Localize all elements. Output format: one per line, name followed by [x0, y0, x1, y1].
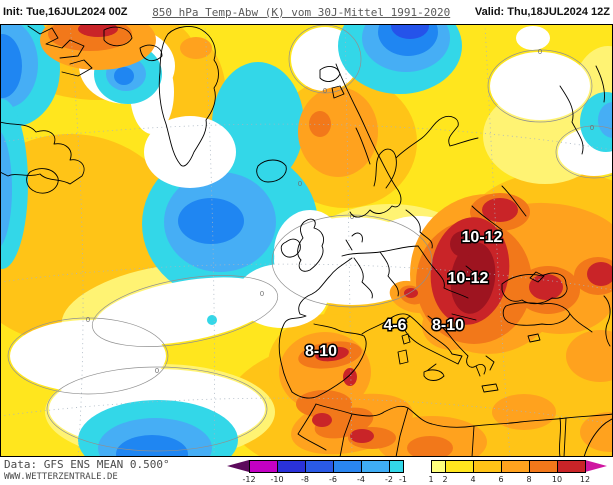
valid-label: Valid:	[474, 6, 505, 18]
anomaly-label: 8-10	[305, 343, 337, 360]
zero-contour-labels: 0 0 0 0 0 0 0 0	[86, 48, 594, 375]
colorbar-tick-label: -1	[399, 475, 407, 484]
colorbar-tick-line	[430, 460, 432, 473]
init-value: Tue,16JUL2024 00Z	[26, 6, 128, 18]
colorbar-tick-line	[500, 460, 502, 473]
data-source-text: Data: GFS ENS MEAN 0.500°	[4, 458, 170, 471]
colorbar-tick-label: 6	[498, 475, 504, 484]
title-bar: Init: Tue,16JUL2024 00Z 850 hPa Temp-Abw…	[0, 0, 613, 24]
colorbar-tick-line	[556, 460, 558, 473]
colorbar-tick-label: -2	[385, 475, 393, 484]
svg-text:0: 0	[590, 124, 594, 132]
svg-text:0: 0	[86, 316, 90, 324]
website-text: WWW.WETTERZENTRALE.DE	[4, 472, 118, 482]
footer-bar: Data: GFS ENS MEAN 0.500° WWW.WETTERZENT…	[0, 457, 613, 485]
colorbar-tick-line	[276, 460, 278, 473]
anomaly-regions-dark-red	[450, 231, 496, 314]
colorbar-segment	[529, 460, 557, 473]
colorbar-tick-line	[528, 460, 530, 473]
valid-time: Valid: Thu,18JUL2024 12Z	[475, 6, 610, 18]
colorbar-segment	[389, 460, 403, 473]
colorbar-segment	[249, 460, 277, 473]
colorbar-tick-label: -6	[329, 475, 337, 484]
valid-value: Thu,18JUL2024 12Z	[507, 6, 610, 18]
init-time: Init: Tue,16JUL2024 00Z	[3, 6, 128, 18]
colorbar-tick-line	[388, 460, 390, 473]
svg-text:0: 0	[538, 48, 542, 56]
colorbar-segment	[403, 460, 431, 473]
colorbar-tick-line	[304, 460, 306, 473]
colorbar-tick-label: -12	[242, 475, 256, 484]
colorbar-tick-line	[444, 460, 446, 473]
colorbar-segment	[277, 460, 305, 473]
colorbar-tick-label: -10	[270, 475, 284, 484]
colorbar-tick-label: 4	[470, 475, 476, 484]
colorbar-segment	[431, 460, 445, 473]
anomaly-label: 10-12	[448, 270, 489, 287]
weather-map: 0 0 0 0 0 0 0 0	[0, 24, 613, 457]
temp-anomaly-map-svg: 0 0 0 0 0 0 0 0	[0, 24, 613, 457]
svg-text:0: 0	[323, 87, 327, 95]
colorbar-tick-line	[248, 460, 250, 473]
svg-text:0: 0	[298, 180, 302, 188]
colorbar-segment	[501, 460, 529, 473]
colorbar-right-arrow-icon	[585, 460, 607, 472]
svg-text:0: 0	[260, 290, 264, 298]
colorbar-tick-label: 12	[579, 475, 591, 484]
colorbar-tick-label: -8	[301, 475, 309, 484]
colorbar-left-arrow-icon	[227, 460, 249, 472]
colorbar-tick-label: 8	[526, 475, 532, 484]
chart-title: 850 hPa Temp-Abw (K) vom 30J-Mittel 1991…	[152, 5, 451, 19]
anomaly-labels: 10-12 10-12 4-6 8-10 8-10	[303, 228, 504, 362]
colorbar-segment	[445, 460, 473, 473]
anomaly-label: 10-12	[462, 229, 503, 246]
colorbar-tick-label: -4	[357, 475, 365, 484]
colorbar-tick-line	[402, 460, 404, 473]
colorbar-segment	[473, 460, 501, 473]
coastlines	[0, 25, 613, 457]
colorbar-tick-line	[332, 460, 334, 473]
colorbar: -12 -10 -8 -6 -4 -2 -1 1 2 4 6 8 10 12	[227, 459, 607, 485]
anomaly-label: 4-6	[383, 317, 406, 334]
colorbar-segment	[333, 460, 361, 473]
init-label: Init:	[3, 6, 24, 18]
colorbar-tick-label: 10	[551, 475, 563, 484]
anomaly-label: 8-10	[432, 317, 464, 334]
colorbar-tick-label: 1	[428, 475, 434, 484]
cold-regions-arctic-and-edges	[0, 24, 613, 325]
colorbar-tick-line	[584, 460, 586, 473]
colorbar-tick-line	[360, 460, 362, 473]
colorbar-tick-line	[472, 460, 474, 473]
svg-text:0: 0	[155, 367, 159, 375]
zero-contour-lines	[7, 24, 613, 452]
colorbar-segments	[249, 460, 585, 473]
cold-region-subtropical-atlantic	[78, 400, 238, 457]
colorbar-segment	[557, 460, 585, 473]
colorbar-tick-label: 2	[442, 475, 448, 484]
svg-text:0: 0	[350, 213, 354, 221]
colorbar-segment	[361, 460, 389, 473]
colorbar-segment	[305, 460, 333, 473]
